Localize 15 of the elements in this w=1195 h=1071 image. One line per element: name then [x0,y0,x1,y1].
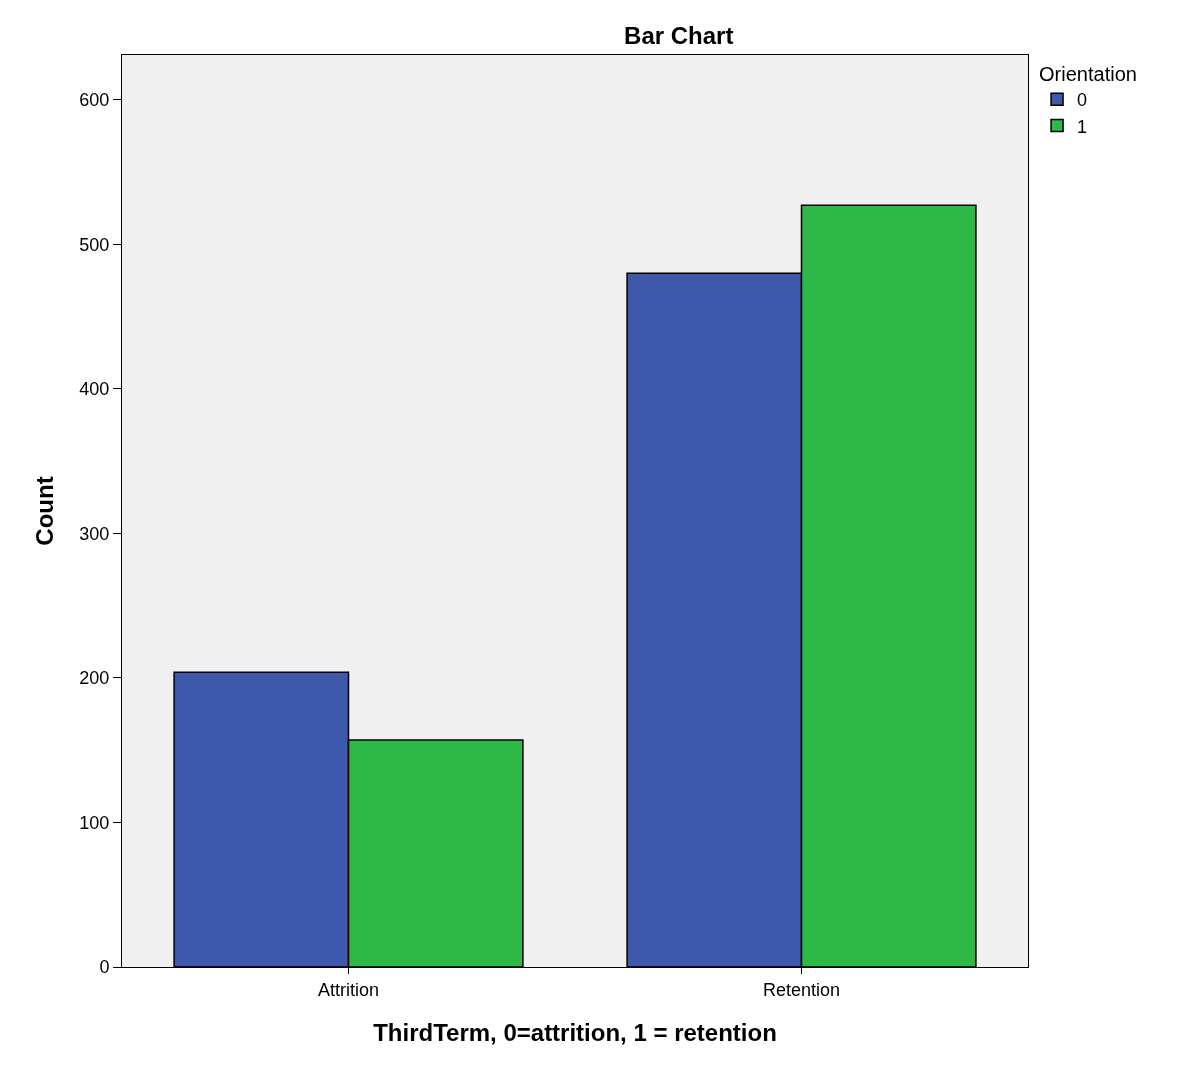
y-tick-label: 100 [79,812,110,833]
y-axis-title: Count [31,476,59,546]
y-tick-label: 200 [79,668,110,689]
y-tick-label: 400 [79,379,110,400]
legend-label: 0 [1077,90,1088,111]
y-tick-label: 600 [79,90,110,111]
x-axis-title: ThirdTerm, 0=attrition, 1 = retention [373,1018,777,1046]
x-tick-label: Retention [762,979,841,1000]
x-tick-label: Attrition [317,979,380,1000]
chart-title: Bar Chart [624,21,734,49]
y-tick-label: 500 [79,234,110,255]
legend-title: Orientation [1039,63,1137,85]
legend-label: 1 [1077,116,1088,137]
y-tick-label: 300 [79,523,110,544]
y-tick-label: 0 [99,957,110,978]
